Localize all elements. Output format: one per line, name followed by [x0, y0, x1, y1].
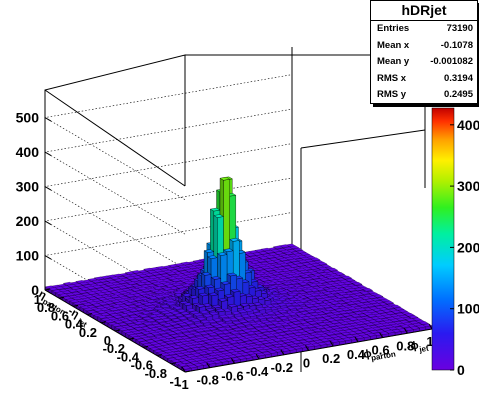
x-title-suffix: -ϕ [406, 339, 420, 353]
stats-row: Entries 73190 [371, 21, 477, 38]
y-tick-label: -1 [169, 374, 181, 389]
x-title-sub: parton [370, 349, 396, 362]
z-tick-label: 300 [16, 179, 40, 195]
x-tick-label: -1 [177, 377, 189, 392]
stats-label: Mean y [377, 56, 410, 67]
z-gridline [44, 143, 293, 269]
stats-title: hDRjet [371, 1, 477, 21]
x-tick-label: -0.4 [246, 364, 269, 379]
stats-label: Entries [377, 23, 410, 34]
z-gridline [44, 74, 293, 200]
x-axis-title: ϕ parton -ϕ jet [362, 339, 430, 362]
y-tick-label: -0.4 [117, 349, 140, 364]
x-tick-label: 0.8 [396, 338, 414, 353]
stats-rows: Entries 73190 Mean x -0.1078 Mean y -0.001082… [371, 21, 477, 104]
z-tick-label: 100 [16, 248, 40, 264]
colorbar-ticks: 0 100 200 300 400 [450, 117, 479, 378]
colorbar [431, 107, 455, 371]
y-tick-label: 0 [104, 333, 111, 348]
colorbar-tick-label: 0 [457, 362, 465, 378]
left-wall-edge [44, 54, 186, 290]
colorbar-tick-label: 100 [457, 301, 479, 317]
z-gridline [44, 108, 293, 235]
stats-value: 0.3194 [443, 72, 473, 84]
z-tick-label: 500 [16, 110, 40, 126]
stats-value: -0.001082 [430, 56, 473, 67]
z-tick-label: 0 [31, 282, 39, 298]
x-tick-label: 0.4 [347, 347, 366, 362]
stats-value: -0.1078 [440, 39, 473, 51]
x-tick-label: 0.2 [322, 351, 340, 366]
lego-bars [44, 176, 433, 373]
x-tick-label: 0.6 [372, 343, 390, 358]
colorbar-tick-label: 400 [457, 117, 479, 133]
colorbar-tick-label: 300 [457, 178, 479, 194]
y-tick-label: 0.8 [37, 300, 55, 315]
x-tick-label: 1 [426, 334, 433, 349]
stats-row: Mean y -0.001082 [371, 54, 477, 71]
stats-box: hDRjet Entries 73190 Mean x -0.1078 Mean y -0… [370, 0, 478, 104]
x-tick-label: -0.8 [196, 373, 218, 388]
stats-label: RMS y [377, 89, 407, 100]
y-tick-label: 0.4 [65, 317, 84, 332]
z-tick-label: 400 [16, 144, 40, 160]
x-title-main: ϕ [362, 348, 372, 361]
x-title-suffix-sub: jet [418, 344, 430, 355]
x-tick-label: -0.6 [221, 368, 243, 383]
stats-label: RMS x [377, 72, 407, 84]
y-tick-label: 0.6 [51, 308, 69, 323]
y-tick-label: -0.6 [131, 358, 153, 373]
right-front-edge [300, 129, 426, 149]
stats-row: RMS y 0.2495 [371, 87, 477, 104]
y-tick-label: -0.8 [145, 366, 167, 381]
stats-label: Mean x [377, 39, 410, 51]
y-tick-label: -0.2 [103, 341, 125, 356]
x-tick-label: 0 [303, 356, 310, 371]
x-tick-label: -0.2 [271, 360, 293, 375]
stats-value: 0.2495 [443, 89, 473, 100]
z-front-top-edge [44, 89, 186, 187]
stats-row: Mean x -0.1078 [371, 38, 477, 55]
stats-value: 73190 [446, 23, 473, 34]
y-tick-label: 1 [34, 292, 41, 307]
y-tick-label: 0.2 [79, 325, 97, 340]
stats-row: RMS x 0.3194 [371, 71, 477, 88]
z-tick-label: 200 [16, 213, 40, 229]
colorbar-tick-label: 200 [457, 239, 479, 255]
